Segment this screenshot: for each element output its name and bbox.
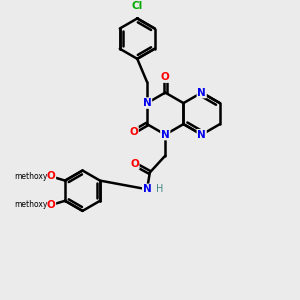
- Text: Cl: Cl: [132, 1, 143, 11]
- Text: methoxy: methoxy: [14, 200, 48, 209]
- Text: N: N: [161, 130, 170, 140]
- Text: N: N: [197, 130, 206, 140]
- Text: N: N: [143, 184, 152, 194]
- Text: methoxy: methoxy: [14, 172, 48, 181]
- Text: O: O: [130, 159, 139, 169]
- Text: O: O: [129, 127, 138, 137]
- Text: O: O: [161, 72, 170, 82]
- Text: N: N: [143, 98, 152, 108]
- Text: O: O: [47, 171, 56, 182]
- Text: N: N: [197, 88, 206, 98]
- Text: H: H: [156, 184, 163, 194]
- Text: O: O: [47, 200, 56, 210]
